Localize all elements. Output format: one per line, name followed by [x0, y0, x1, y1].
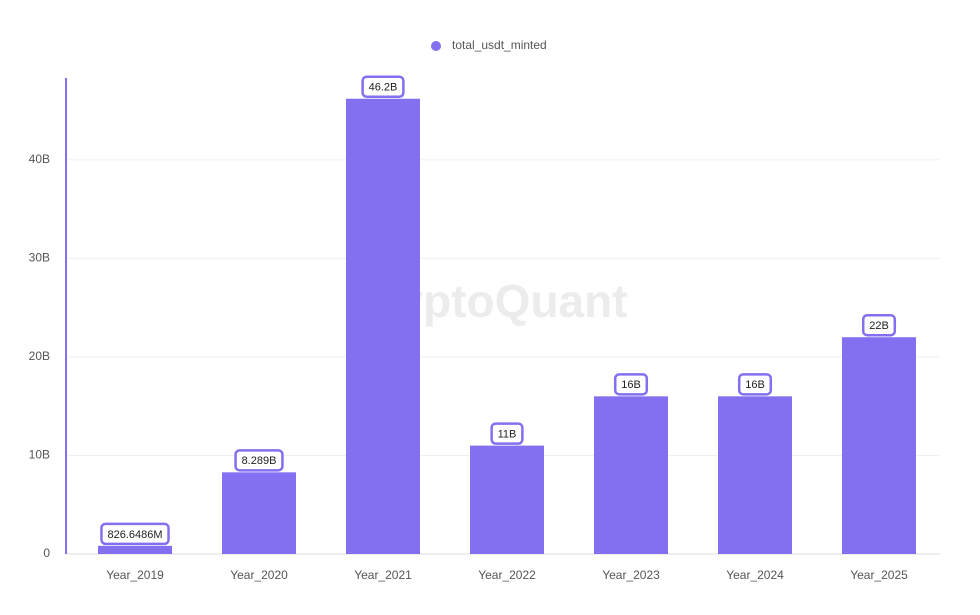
y-tick-label: 10B [29, 448, 50, 462]
bar [718, 396, 792, 554]
y-tick-label: 30B [29, 251, 50, 265]
value-label-box [361, 75, 405, 98]
value-label-box [861, 313, 897, 337]
y-tick-label: 20B [29, 349, 50, 363]
y-tick-label: 40B [29, 152, 50, 166]
value-label: 46.2B [369, 82, 398, 94]
x-tick-label: Year_2023 [602, 568, 660, 582]
legend-label[interactable]: total_usdt_minted [452, 38, 547, 52]
value-label-box [613, 373, 649, 396]
value-label-box [737, 373, 773, 396]
x-tick-label: Year_2019 [106, 568, 164, 582]
y-tick-label: 0 [43, 546, 50, 560]
bar [470, 445, 544, 554]
x-tick-label: Year_2022 [478, 568, 536, 582]
value-label-box [490, 422, 524, 445]
value-label: 16B [745, 379, 765, 391]
value-label: 22B [869, 320, 889, 332]
value-label: 11B [498, 429, 517, 441]
value-label-box [100, 522, 170, 546]
x-tick-label: Year_2020 [230, 568, 288, 582]
bar [98, 545, 172, 554]
x-tick-label: Year_2024 [726, 568, 784, 582]
value-label: 826.6486M [107, 529, 162, 541]
x-tick-label: Year_2021 [354, 568, 412, 582]
value-label: 16B [621, 379, 641, 391]
bar [842, 337, 916, 554]
value-label: 8.289B [242, 455, 277, 467]
legend-marker [431, 41, 441, 51]
x-tick-label: Year_2025 [850, 568, 908, 582]
bar [594, 396, 668, 554]
value-label-box [234, 449, 284, 472]
bar [346, 98, 420, 555]
bar [222, 472, 296, 554]
